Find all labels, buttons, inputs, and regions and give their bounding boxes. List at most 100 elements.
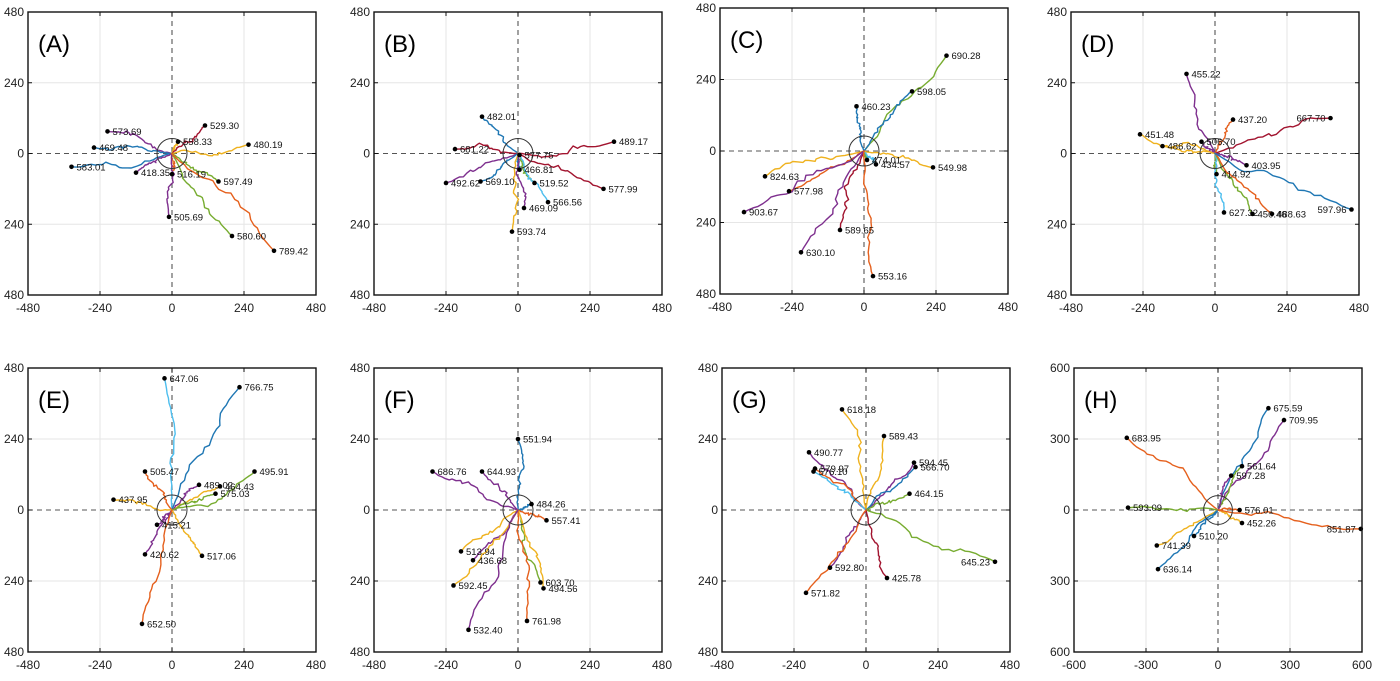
endpoint-distance-label: 551.94: [523, 435, 552, 446]
trajectory-line: [171, 470, 256, 511]
endpoint-marker: [873, 162, 879, 167]
endpoint-distance-label: 460.23: [862, 102, 891, 113]
trajectory-line: [171, 386, 241, 511]
endpoint-marker: [827, 565, 833, 570]
endpoint-distance-label: 667.70: [1296, 114, 1325, 125]
panel-a: 583.01 573.69 469.48 418.35 516.19 505.69 558.…: [4, 5, 326, 315]
grid: [1074, 368, 1362, 652]
endpoint-marker: [884, 575, 890, 581]
y-tick-label: 240: [350, 76, 370, 90]
trajectory-line: [517, 503, 533, 511]
y-tick-label: 240: [4, 217, 24, 231]
x-tick-label: -300: [1134, 658, 1158, 672]
x-tick-label: -240: [782, 658, 806, 672]
endpoint-distance-label: 690.28: [952, 51, 981, 62]
endpoint-distance-label: 593.74: [517, 227, 546, 238]
endpoint-marker: [611, 139, 617, 145]
endpoint-marker: [213, 491, 218, 497]
endpoint-distance-label: 579.97: [820, 464, 849, 475]
trajectory-line: [171, 152, 220, 183]
endpoint-marker: [798, 249, 804, 255]
endpoint-marker: [1191, 533, 1197, 539]
endpoint-marker: [111, 497, 116, 502]
endpoint-distance-label: 580.60: [237, 232, 266, 243]
endpoint-distance-label: 592.80: [835, 563, 864, 574]
trajectory-line: [171, 493, 217, 511]
endpoint-distance-label: 589.65: [845, 225, 874, 236]
endpoint-distance-label: 558.33: [183, 137, 212, 148]
endpoint-distance-label: 573.69: [113, 127, 142, 138]
x-tick-label: 0: [515, 301, 522, 315]
trajectory-line: [163, 377, 176, 511]
endpoint-distance-label: 437.20: [1238, 115, 1267, 126]
y-tick-label: 240: [4, 432, 24, 446]
endpoint-marker: [169, 171, 175, 177]
x-tick-label: 480: [1349, 301, 1369, 315]
trajectory-line: [460, 509, 519, 553]
trajectory-line: [865, 435, 885, 511]
y-tick-label: 300: [1050, 432, 1070, 446]
endpoint-marker: [762, 174, 768, 179]
trajectory-line: [841, 408, 867, 511]
y-tick-label: 480: [696, 1, 716, 15]
x-tick-label: -480: [16, 658, 40, 672]
y-tick-label: 480: [350, 288, 370, 302]
endpoint-marker: [217, 484, 223, 489]
endpoint-distance-label: 452.26: [1247, 519, 1276, 530]
trajectory-line: [515, 152, 527, 209]
x-tick-label: 0: [861, 300, 868, 314]
endpoint-marker: [443, 180, 449, 186]
endpoint-distance-label: 681.22: [460, 145, 489, 156]
endpoint-marker: [252, 469, 257, 474]
x-tick-label: -480: [16, 301, 40, 315]
trajectory-line: [481, 115, 519, 155]
endpoint-distance-label: 597.96: [1317, 205, 1346, 216]
endpoint-marker: [1328, 115, 1333, 121]
trajectories: [743, 55, 948, 277]
endpoint-distance-label: 492.62: [451, 178, 480, 189]
endpoint-distance-label: 571.82: [811, 588, 840, 599]
trajectories: [431, 438, 548, 631]
y-tick-label: 480: [350, 5, 370, 19]
y-tick-label: 240: [696, 73, 716, 87]
y-tick-label: 480: [698, 645, 718, 659]
endpoint-distance-label: 469.48: [99, 143, 128, 154]
trajectory-line: [764, 150, 865, 178]
trajectory-line: [863, 55, 948, 152]
y-tick-label: 240: [1047, 76, 1067, 90]
endpoint-marker: [911, 460, 917, 465]
origin-circle: [1199, 138, 1231, 169]
x-tick-label: 480: [998, 300, 1018, 314]
endpoint-marker: [806, 450, 812, 455]
trajectory-line: [135, 152, 173, 174]
y-tick-label: 600: [1050, 645, 1070, 659]
trajectory-line: [1217, 509, 1243, 524]
trajectory-line: [70, 152, 173, 169]
endpoint-marker: [509, 229, 515, 234]
grid: [374, 12, 662, 295]
endpoint-marker: [1199, 139, 1204, 145]
trajectory-line: [93, 144, 173, 155]
y-tick-label: 480: [4, 288, 24, 302]
x-tick-label: 0: [1212, 301, 1219, 315]
endpoint-marker: [1125, 505, 1131, 510]
endpoint-distance-label: 903.67: [749, 208, 778, 219]
trajectory-line: [1161, 145, 1216, 155]
endpoint-marker: [451, 583, 456, 588]
y-tick-label: 480: [1047, 5, 1067, 19]
trajectory-line: [805, 509, 867, 594]
endpoint-marker: [907, 491, 912, 497]
x-tick-label: -480: [362, 301, 386, 315]
trajectories: [70, 124, 275, 252]
x-tick-label: 240: [234, 658, 254, 672]
trajectory-line: [1217, 507, 1241, 511]
endpoint-marker: [466, 627, 471, 633]
endpoint-marker: [1137, 132, 1143, 137]
endpoint-distance-label: 592.45: [459, 581, 488, 592]
y-tick-label: 240: [350, 574, 370, 588]
endpoint-distance-label: 455.22: [1192, 69, 1221, 80]
endpoint-distance-label: 561.64: [1247, 462, 1276, 473]
origin-circle: [850, 494, 882, 526]
